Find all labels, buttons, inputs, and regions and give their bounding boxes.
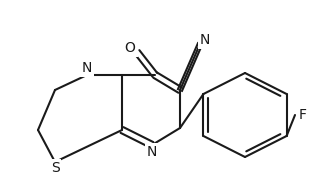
- Text: N: N: [147, 145, 157, 159]
- Text: N: N: [200, 33, 210, 47]
- Text: S: S: [51, 161, 60, 175]
- Text: O: O: [125, 41, 135, 55]
- Text: F: F: [299, 108, 307, 122]
- Text: N: N: [82, 61, 92, 75]
